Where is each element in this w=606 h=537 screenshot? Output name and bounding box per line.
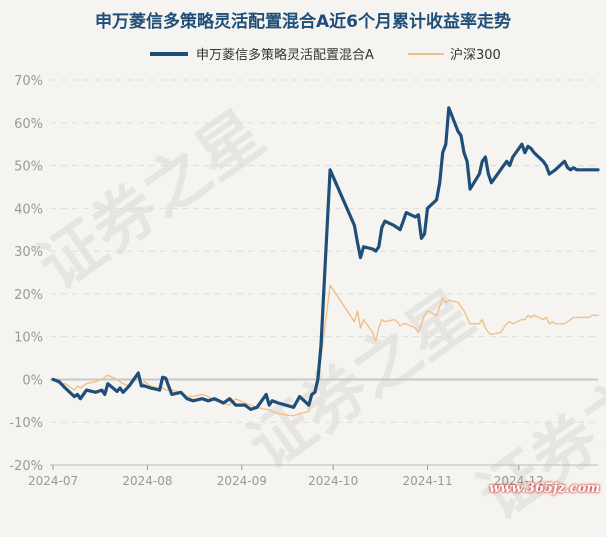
- y-tick-label: 70%: [14, 74, 43, 89]
- y-tick-label: 30%: [14, 245, 43, 260]
- y-tick-label: 50%: [14, 160, 43, 175]
- y-tick-label: -20%: [9, 459, 43, 474]
- x-tick-label: 2024-07: [28, 474, 78, 488]
- chart-title: 申万菱信多策略灵活配置混合A近6个月累计收益率走势: [95, 11, 511, 32]
- series-line-hs300: [52, 284, 599, 417]
- y-tick-label: -10%: [9, 416, 43, 431]
- y-tick-label: 20%: [14, 288, 43, 303]
- x-tick-label: 2024-09: [217, 474, 267, 488]
- x-tick-label: 2024-11: [402, 474, 452, 488]
- chart-container: 证券之星 证券之星 证券之星 申万菱信多策略灵活配置混合A近6个月累计收益率走势…: [9, 11, 606, 535]
- y-tick-label: 60%: [14, 117, 43, 132]
- legend-label: 沪深300: [450, 47, 501, 63]
- x-tick-label: 2024-08: [122, 474, 172, 488]
- y-tick-label: 10%: [14, 331, 43, 346]
- x-tick-label: 2024-10: [308, 474, 358, 488]
- x-tick-label: 2024-12: [494, 474, 544, 488]
- legend-label: 申万菱信多策略灵活配置混合A: [196, 47, 374, 63]
- y-tick-label: 40%: [14, 202, 43, 217]
- watermark-url: www.365jz.com: [489, 481, 600, 496]
- series-line-fund: [51, 106, 600, 411]
- y-tick-label: 0%: [22, 373, 43, 388]
